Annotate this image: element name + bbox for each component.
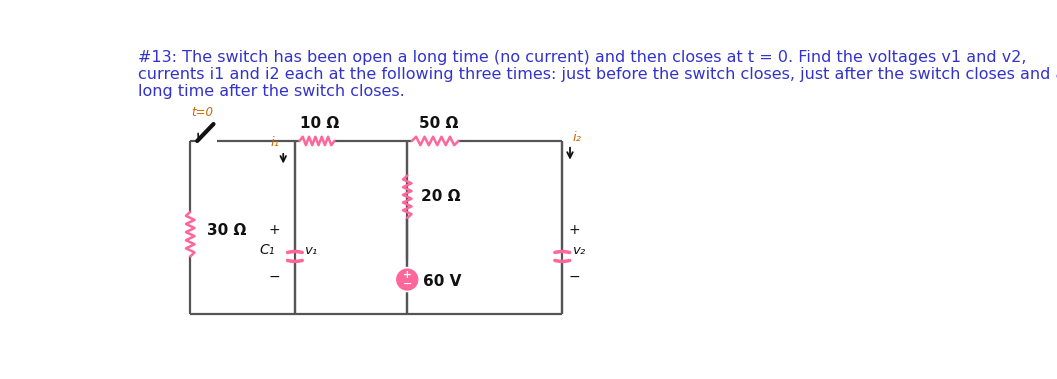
Text: C₁: C₁ xyxy=(259,243,275,257)
Text: +: + xyxy=(268,222,280,236)
Text: i₁: i₁ xyxy=(271,136,280,149)
Text: +: + xyxy=(568,222,579,236)
Text: long time after the switch closes.: long time after the switch closes. xyxy=(137,84,404,99)
Text: 20 Ω: 20 Ω xyxy=(421,189,461,204)
Text: +: + xyxy=(403,270,411,280)
Text: currents i1 and i2 each at the following three times: just before the switch clo: currents i1 and i2 each at the following… xyxy=(137,67,1057,82)
Text: −: − xyxy=(568,270,579,284)
Text: 50 Ω: 50 Ω xyxy=(419,116,458,131)
Text: 10 Ω: 10 Ω xyxy=(300,116,339,131)
Text: −: − xyxy=(403,279,412,289)
Text: −: − xyxy=(268,270,280,284)
Text: #13: The switch has been open a long time (no current) and then closes at t = 0.: #13: The switch has been open a long tim… xyxy=(137,50,1026,65)
Text: v₁: v₁ xyxy=(304,244,317,257)
Circle shape xyxy=(395,268,420,291)
Text: t=0: t=0 xyxy=(191,106,214,119)
Text: 30 Ω: 30 Ω xyxy=(207,223,246,238)
Text: v₂: v₂ xyxy=(572,244,585,257)
Text: i₂: i₂ xyxy=(572,131,581,144)
Text: 60 V: 60 V xyxy=(423,274,461,288)
